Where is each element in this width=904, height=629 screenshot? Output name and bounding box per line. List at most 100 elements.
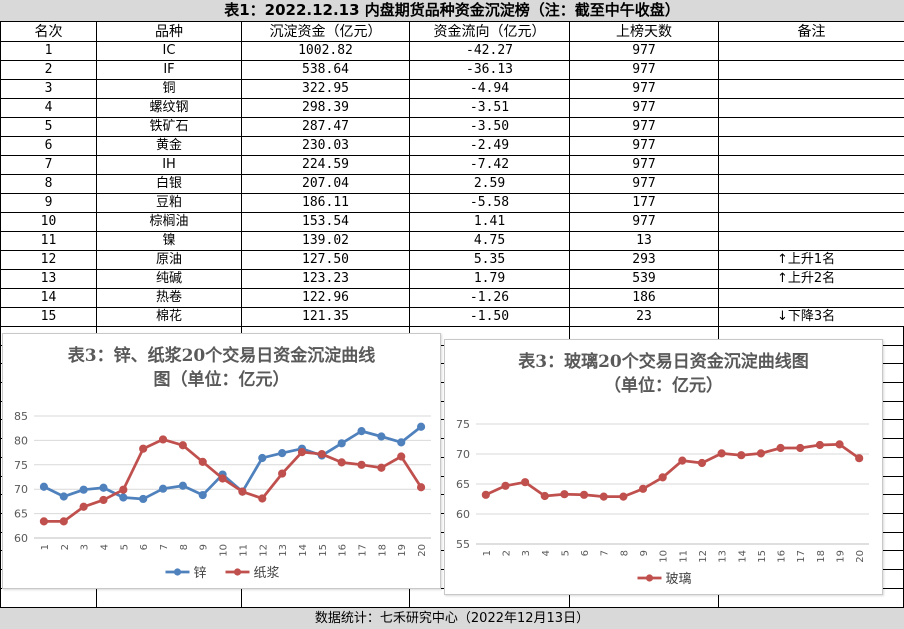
data-point <box>60 518 67 525</box>
cell-days: 977 <box>570 80 719 99</box>
x-tick-label: 17 <box>796 550 807 563</box>
data-point <box>757 450 764 457</box>
data-point <box>159 436 166 443</box>
cell-flow: -1.50 <box>410 308 570 327</box>
cell-name: 白银 <box>97 175 242 194</box>
cell-note: ↑上升2名 <box>719 270 904 289</box>
data-point <box>378 433 385 440</box>
cell-rank: 13 <box>1 270 97 289</box>
x-tick-label: 4 <box>541 550 552 556</box>
y-tick-label: 65 <box>14 508 28 521</box>
y-tick-label: 80 <box>14 434 28 447</box>
data-point <box>199 458 206 465</box>
cell-days: 977 <box>570 42 719 61</box>
cell-fund: 123.23 <box>242 270 410 289</box>
cell-fund: 186.11 <box>242 194 410 213</box>
x-tick-label: 18 <box>816 550 827 563</box>
cell-note <box>719 175 904 194</box>
x-tick-label: 14 <box>737 550 748 563</box>
cell-flow: -5.58 <box>410 194 570 213</box>
data-point <box>378 464 385 471</box>
y-tick-label: 60 <box>14 532 28 545</box>
cell-rank: 14 <box>1 289 97 308</box>
cell-days: 977 <box>570 137 719 156</box>
x-tick-label: 18 <box>377 544 388 557</box>
cell-flow: -4.94 <box>410 80 570 99</box>
cell-flow: 2.59 <box>410 175 570 194</box>
header-fund: 沉淀资金（亿元） <box>242 22 410 42</box>
cell-fund: 153.54 <box>242 213 410 232</box>
data-point <box>120 486 127 493</box>
cell-flow: -3.51 <box>410 99 570 118</box>
x-tick-label: 11 <box>238 544 249 557</box>
cell-name: 黄金 <box>97 137 242 156</box>
x-tick-label: 8 <box>179 544 190 550</box>
cell-days: 977 <box>570 156 719 175</box>
data-point <box>259 495 266 502</box>
cell-note <box>719 61 904 80</box>
data-point <box>120 494 127 501</box>
cell-rank: 5 <box>1 118 97 137</box>
cell-rank: 7 <box>1 156 97 175</box>
data-point <box>679 457 686 464</box>
data-point <box>140 495 147 502</box>
data-point <box>541 492 548 499</box>
cell-note <box>719 99 904 118</box>
data-point <box>698 459 705 466</box>
cell-rank: 1 <box>1 42 97 61</box>
x-tick-label: 19 <box>836 550 847 563</box>
x-tick-label: 16 <box>777 550 788 563</box>
y-tick-label: 55 <box>456 538 470 551</box>
cell-name: 豆粕 <box>97 194 242 213</box>
y-tick-label: 65 <box>456 478 470 491</box>
cell-name: 热卷 <box>97 289 242 308</box>
data-point <box>40 518 47 525</box>
data-point <box>140 445 147 452</box>
data-point <box>816 441 823 448</box>
cell-fund: 230.03 <box>242 137 410 156</box>
x-tick-label: 19 <box>397 544 408 557</box>
x-tick-label: 15 <box>757 550 768 563</box>
x-tick-label: 15 <box>318 544 329 557</box>
cell-name: 棉花 <box>97 308 242 327</box>
cell-name: IF <box>97 61 242 80</box>
cell-name: 棕榈油 <box>97 213 242 232</box>
data-point <box>239 488 246 495</box>
x-tick-label: 3 <box>521 550 532 556</box>
table-title: 表1：2022.12.13 内盘期货品种资金沉淀榜（注：截至中午收盘） <box>0 0 904 22</box>
cell-fund: 121.35 <box>242 308 410 327</box>
data-point <box>100 484 107 491</box>
data-point <box>179 482 186 489</box>
cell-note <box>719 232 904 251</box>
x-tick-label: 5 <box>560 550 571 556</box>
data-point <box>600 493 607 500</box>
data-point <box>797 444 804 451</box>
data-point <box>80 486 87 493</box>
cell-name: 铜 <box>97 80 242 99</box>
cell-note: ↓下降3名 <box>719 308 904 327</box>
x-tick-label: 12 <box>258 544 269 557</box>
data-point <box>522 479 529 486</box>
note-text: 下降3名 <box>788 309 835 324</box>
data-point <box>358 461 365 468</box>
data-point <box>259 454 266 461</box>
cell-fund: 1002.82 <box>242 42 410 61</box>
cell-name: 铁矿石 <box>97 118 242 137</box>
cell-note <box>719 156 904 175</box>
x-tick-label: 16 <box>338 544 349 557</box>
data-point <box>398 439 405 446</box>
data-point <box>417 484 424 491</box>
cell-days: 539 <box>570 270 719 289</box>
data-point <box>836 441 843 448</box>
data-point <box>358 428 365 435</box>
y-tick-label: 85 <box>14 410 28 423</box>
cell-note: ↑上升1名 <box>719 251 904 270</box>
cell-rank: 2 <box>1 61 97 80</box>
x-tick-label: 20 <box>855 550 866 563</box>
cell-rank: 12 <box>1 251 97 270</box>
